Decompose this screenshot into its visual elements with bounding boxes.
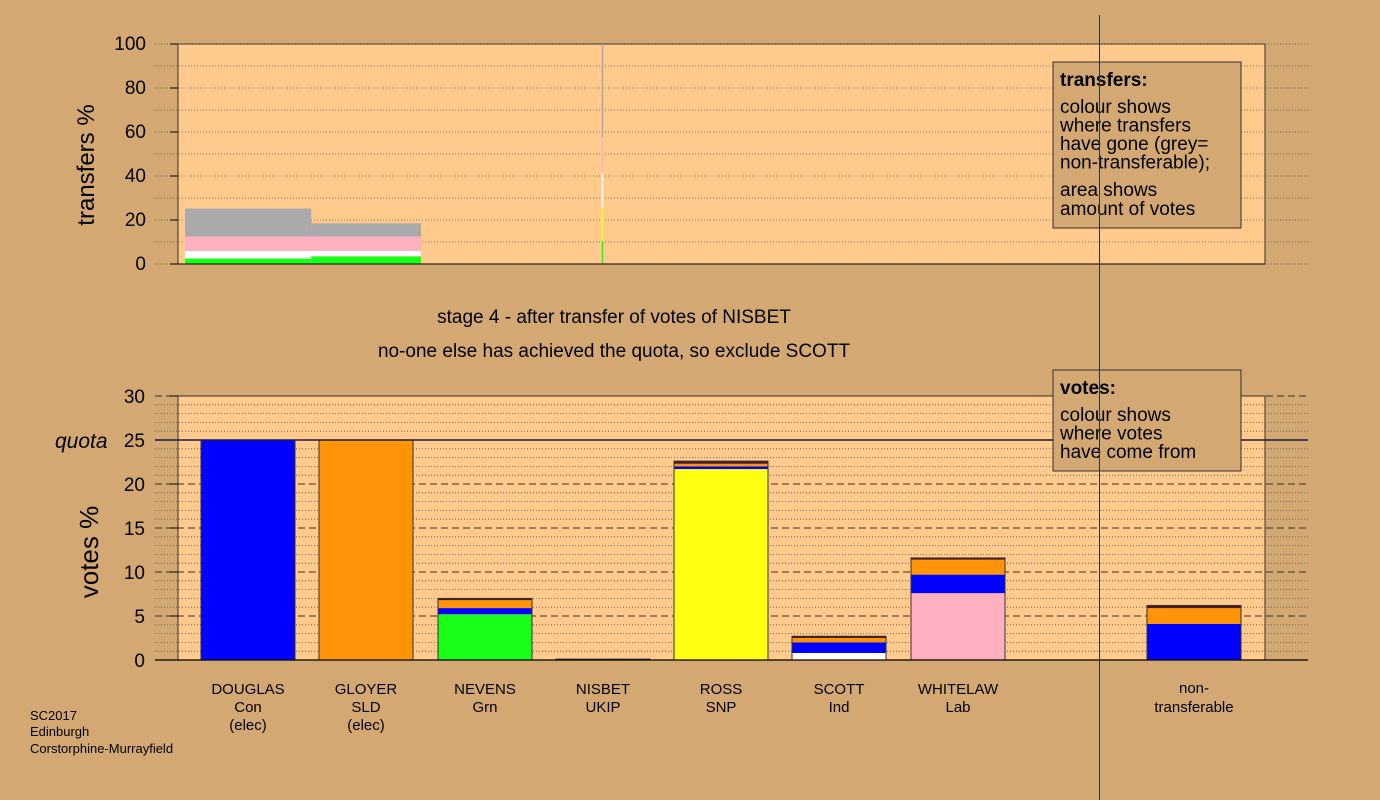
footer-ward: Corstorphine-Murrayfield — [30, 741, 173, 756]
votes-legend-line: where votes — [1059, 424, 1162, 445]
vote-bar-segment — [792, 636, 886, 638]
stage-subtitle: no-one else has achieved the quota, so e… — [378, 341, 851, 362]
vote-bar-segment — [911, 557, 1005, 560]
transfers-legend-box — [1052, 61, 1242, 229]
transfers-legend-line: where transfers — [1059, 116, 1191, 137]
nontransferable-label: transferable — [1154, 699, 1233, 716]
candidate-party-label: Grn — [472, 699, 497, 716]
votes-y-tick-label: 10 — [124, 563, 145, 584]
vote-bar-segment — [792, 642, 886, 653]
votes-y-tick-label: 20 — [124, 475, 145, 496]
vote-bar-segment — [438, 598, 532, 601]
votes-legend-title: votes: — [1060, 378, 1116, 399]
vote-bar-segment — [911, 593, 1005, 660]
transfer-block-segment — [311, 223, 421, 237]
vote-bar-segment — [1147, 605, 1241, 609]
candidate-name-label: NISBET — [576, 681, 630, 698]
transfers-legend-line: amount of votes — [1060, 199, 1195, 220]
candidate-party-label: Con — [234, 699, 262, 716]
candidate-name-label: SCOTT — [814, 681, 865, 698]
vote-bar-segment — [674, 469, 768, 660]
vote-bar-segment — [674, 463, 768, 467]
vote-bar-segment — [201, 440, 295, 660]
votes-legend-line: have come from — [1060, 442, 1196, 463]
vote-bar-segment — [674, 466, 768, 470]
transfer-block-segment — [311, 250, 421, 257]
votes-legend-line: colour shows — [1060, 405, 1171, 426]
votes-y-tick-label: 5 — [134, 607, 145, 628]
votes-y-tick-label: 30 — [124, 387, 145, 408]
quota-label: quota — [55, 430, 108, 453]
votes-y-tick-label: 25 — [124, 431, 145, 452]
vote-bar-segment — [1147, 623, 1241, 660]
footer-year: SC2017 — [30, 708, 77, 723]
transfer-block-segment — [185, 236, 312, 251]
vote-bar-segment — [674, 461, 768, 464]
transfer-block-segment — [311, 256, 421, 264]
vote-bar-segment — [438, 614, 532, 660]
candidate-status-label: (elec) — [229, 717, 267, 734]
candidate-name-label: ROSS — [700, 681, 743, 698]
transfer-block-segment — [185, 258, 312, 264]
transfers-y-tick-label: 40 — [125, 166, 146, 187]
footer-council: Edinburgh — [30, 724, 89, 739]
transfer-block-segment — [185, 208, 312, 237]
candidate-party-label: SLD — [351, 699, 380, 716]
transfers-y-tick-label: 20 — [125, 210, 146, 231]
candidate-name-label: NEVENS — [454, 681, 516, 698]
candidate-party-label: Ind — [829, 699, 850, 716]
transfers-y-axis-label: transfers % — [73, 104, 100, 225]
nontransferable-label: non- — [1179, 680, 1209, 697]
candidate-name-label: WHITELAW — [918, 681, 999, 698]
transfer-block-segment — [185, 250, 312, 259]
vote-bar-segment — [911, 559, 1005, 575]
votes-y-tick-label: 15 — [124, 519, 145, 540]
vote-bar-segment — [319, 440, 413, 660]
vote-bar-segment — [792, 638, 886, 643]
candidate-name-label: DOUGLAS — [211, 681, 284, 698]
vote-bar-segment — [911, 574, 1005, 594]
stage-title: stage 4 - after transfer of votes of NIS… — [437, 307, 791, 328]
transfer-block-segment — [311, 236, 421, 251]
vote-bar-segment — [1147, 608, 1241, 624]
candidate-name-label: GLOYER — [335, 681, 398, 698]
transfers-legend-title: transfers: — [1060, 70, 1148, 91]
votes-legend-box — [1052, 369, 1242, 472]
transfers-legend-line: area shows — [1060, 180, 1157, 201]
votes-y-tick-label: 0 — [134, 651, 145, 672]
candidate-status-label: (elec) — [347, 717, 385, 734]
candidate-party-label: UKIP — [585, 699, 620, 716]
transfers-y-tick-label: 60 — [125, 122, 146, 143]
vote-bar-segment — [438, 608, 532, 615]
transfers-legend-line: colour shows — [1060, 97, 1171, 118]
transfers-y-tick-label: 0 — [135, 254, 146, 275]
vote-bar-segment — [438, 600, 532, 609]
transfers-y-tick-label: 80 — [125, 78, 146, 99]
transfers-legend-line: have gone (grey= — [1060, 134, 1208, 155]
votes-y-axis-label: votes % — [74, 506, 104, 599]
transfers-y-tick-label: 100 — [114, 34, 146, 55]
transfers-legend-line: non-transferable); — [1060, 153, 1210, 174]
candidate-party-label: SNP — [706, 699, 737, 716]
candidate-party-label: Lab — [945, 699, 970, 716]
vote-bar-segment — [792, 652, 886, 660]
